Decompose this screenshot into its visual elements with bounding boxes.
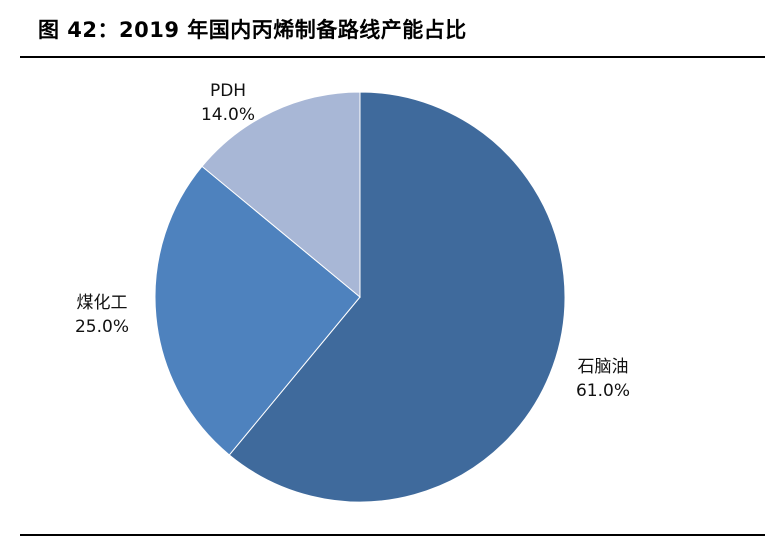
bottom-divider — [20, 534, 765, 536]
slice-value-2: 25.0% — [75, 317, 129, 337]
slice-label-3: PDH — [210, 81, 246, 101]
pie-slice-3 — [201, 91, 361, 299]
slice-label-1: 石脑油 — [578, 357, 629, 377]
slice-value-3: 14.0% — [201, 105, 255, 125]
slice-value-1: 61.0% — [576, 381, 630, 401]
figure-title: 图 42：2019 年国内丙烯制备路线产能占比 — [38, 18, 467, 42]
slice-label-2: 煤化工 — [77, 293, 128, 313]
pie-slice-1 — [228, 91, 566, 503]
pie-slice-2 — [154, 165, 361, 456]
top-divider — [20, 56, 765, 58]
